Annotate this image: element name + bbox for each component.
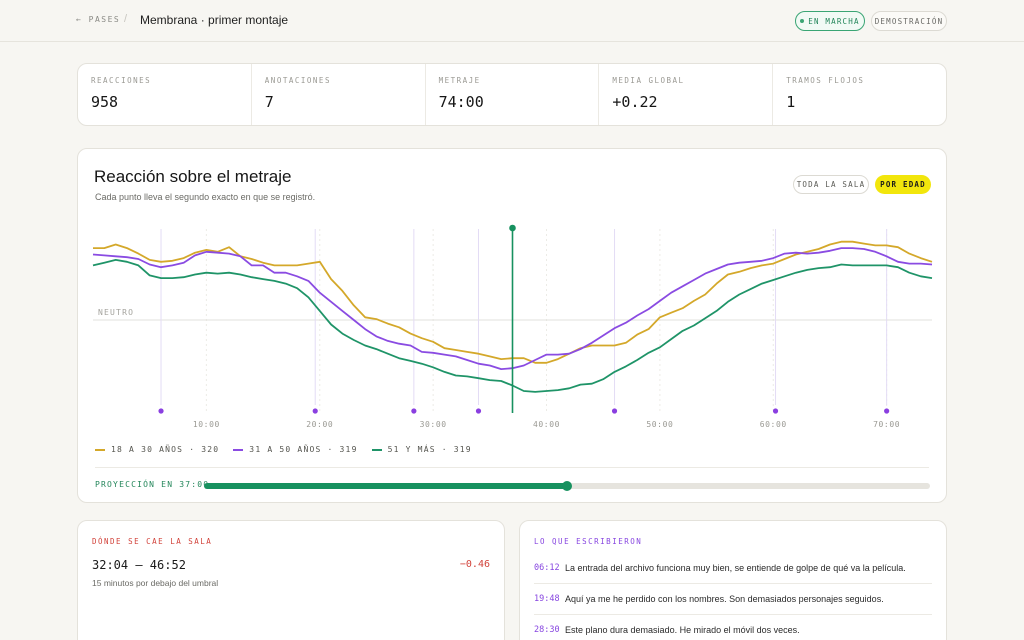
comments-heading: LO QUE ESCRIBIERON xyxy=(534,537,643,546)
top-bar: ← PASES / Membrana · primer montaje EN M… xyxy=(0,0,1024,42)
breadcrumb-separator: / xyxy=(124,13,128,25)
reaction-chart[interactable]: NEUTRO 10:00 20:00 30:00 40:00 50:00 60:00 70:… xyxy=(78,219,948,441)
legend-item: 51 Y MÁS · 319 xyxy=(371,445,472,454)
drop-heading: DÓNDE SE CAE LA SALA xyxy=(92,537,213,546)
stat-label: ANOTACIONES xyxy=(264,76,331,85)
annotation-dot[interactable] xyxy=(611,408,618,414)
comment-time: 06:12 xyxy=(534,563,560,573)
stat-label: METRAJE xyxy=(438,76,481,85)
annotation-dot[interactable] xyxy=(411,408,417,414)
drop-delta: −0.46 xyxy=(459,559,490,570)
reaction-panel: Reacción sobre el metraje Cada punto lle… xyxy=(77,148,947,503)
stat-value: 7 xyxy=(264,93,274,111)
projection-progress-fill xyxy=(204,483,567,489)
legend-label: 31 A 50 AÑOS · 319 xyxy=(249,445,358,454)
drop-range[interactable]: 32:04 — 46:52 xyxy=(92,558,186,572)
comment-time: 28:30 xyxy=(534,625,560,635)
chart-subtitle: Cada punto lleva el segundo exacto en qu… xyxy=(95,192,316,202)
projection-scrubber[interactable] xyxy=(204,481,930,491)
chart-title: Reacción sobre el metraje xyxy=(94,167,292,186)
status-badge: EN MARCHA xyxy=(795,11,865,31)
stat-annotations: ANOTACIONES 7 xyxy=(252,64,426,125)
comment-text: La entrada del archivo funciona muy bien… xyxy=(565,563,906,573)
drop-card: DÓNDE SE CAE LA SALA 32:04 — 46:52 −0.46… xyxy=(77,520,505,640)
stat-value: +0.22 xyxy=(612,93,658,111)
comment-text: Aquí ya me he perdido con los nombres. S… xyxy=(565,594,884,604)
legend-swatch xyxy=(371,448,382,451)
live-dot-icon xyxy=(800,19,805,23)
annotation-dot[interactable] xyxy=(772,408,779,414)
comments-card: LO QUE ESCRIBIERON 06:12 La entrada del … xyxy=(519,520,947,640)
playhead xyxy=(509,224,516,413)
stat-value: 1 xyxy=(786,93,796,111)
comment-item[interactable]: 28:30 Este plano dura demasiado. He mira… xyxy=(534,615,932,640)
tick-label: 10:00 xyxy=(193,420,220,429)
tick-label: 70:00 xyxy=(873,420,900,429)
stat-label: TRAMOS FLOJOS xyxy=(786,76,865,85)
comment-text: Este plano dura demasiado. He mirado el … xyxy=(565,625,800,635)
annotation-dot[interactable] xyxy=(312,408,318,414)
annotation-dot[interactable] xyxy=(884,408,890,414)
divider xyxy=(95,467,929,468)
annotation-dot[interactable] xyxy=(475,408,482,414)
legend-swatch xyxy=(233,448,244,451)
status-label: EN MARCHA xyxy=(808,16,860,26)
tick-label: 60:00 xyxy=(760,420,787,429)
neutral-label: NEUTRO xyxy=(98,308,134,317)
legend-label: 18 A 30 AÑOS · 320 xyxy=(111,445,220,454)
annotation-dot[interactable] xyxy=(158,408,164,414)
tick-label: 30:00 xyxy=(420,420,447,429)
drop-note: 15 minutos por debajo del umbral xyxy=(92,578,219,588)
stat-global-mean: MEDIA GLOBAL +0.22 xyxy=(599,64,774,125)
comment-item[interactable]: 19:48 Aquí ya me he perdido con los nomb… xyxy=(534,584,932,615)
tick-label: 40:00 xyxy=(533,420,560,429)
playhead-dot xyxy=(509,224,516,232)
projection-handle[interactable] xyxy=(562,481,572,491)
toggle-by-age[interactable]: POR EDAD xyxy=(875,175,931,194)
comment-time: 19:48 xyxy=(534,594,560,604)
legend-item: 31 A 50 AÑOS · 319 xyxy=(233,445,357,454)
legend-item: 18 A 30 AÑOS · 320 xyxy=(95,445,219,454)
back-link[interactable]: ← PASES xyxy=(76,15,121,24)
chart-legend: 18 A 30 AÑOS · 320 31 A 50 AÑOS · 319 51 Y… xyxy=(95,445,472,454)
stat-reactions: REACCIONES 958 xyxy=(78,64,252,125)
legend-label: 51 Y MÁS · 319 xyxy=(387,445,472,454)
stat-weak-segments: TRAMOS FLOJOS 1 xyxy=(773,64,946,125)
stats-bar: REACCIONES 958 ANOTACIONES 7 METRAJE 74:… xyxy=(77,63,947,126)
page-title: Membrana · primer montaje xyxy=(140,13,289,27)
stat-label: REACCIONES xyxy=(91,76,152,85)
comments-list: 06:12 La entrada del archivo funciona mu… xyxy=(534,553,932,640)
projection-label: PROYECCIÓN EN 37:00 xyxy=(95,480,210,489)
stat-runtime: METRAJE 74:00 xyxy=(426,64,600,125)
tick-label: 50:00 xyxy=(646,420,673,429)
demo-button[interactable]: DEMOSTRACIÓN xyxy=(871,11,947,31)
stat-value: 958 xyxy=(91,93,119,111)
tick-label: 20:00 xyxy=(306,420,333,429)
stat-value: 74:00 xyxy=(438,93,484,111)
comment-item[interactable]: 06:12 La entrada del archivo funciona mu… xyxy=(534,553,932,584)
annotation-markers xyxy=(158,229,890,414)
legend-swatch xyxy=(95,448,105,451)
x-axis-ticks: 10:00 20:00 30:00 40:00 50:00 60:00 70:00 xyxy=(193,420,900,429)
toggle-all-audience[interactable]: TODA LA SALA xyxy=(793,175,869,194)
stat-label: MEDIA GLOBAL xyxy=(612,76,685,85)
